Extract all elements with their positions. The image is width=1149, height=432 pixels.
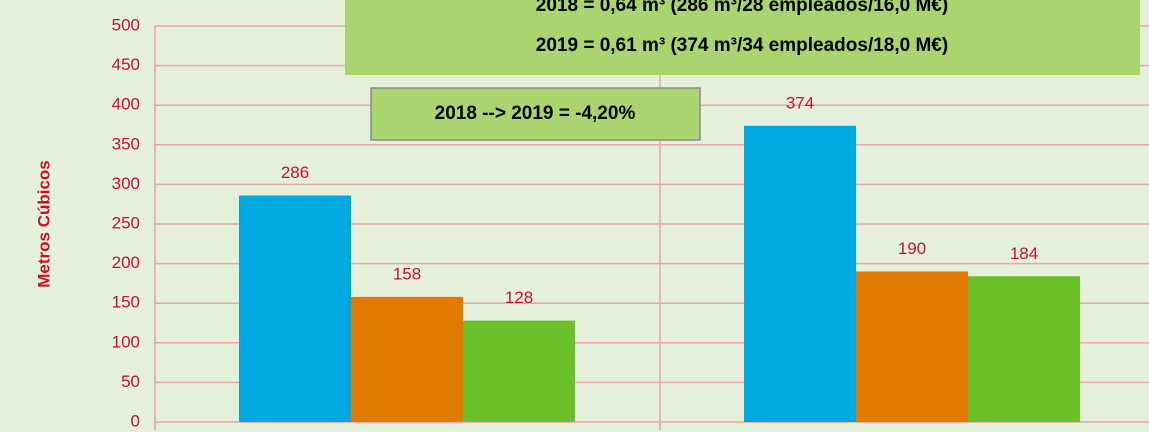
annotation: 2018 = 0,64 m³ (286 m³/28 empleados/16,0… <box>536 0 948 16</box>
value-label: 128 <box>505 288 533 307</box>
y-tick-label: 450 <box>112 55 140 74</box>
y-tick-label: 250 <box>112 213 140 232</box>
bar <box>856 271 968 422</box>
y-tick-label: 350 <box>112 134 140 153</box>
y-axis-label: Metros Cúbicos <box>34 160 53 288</box>
y-tick-label: 400 <box>112 95 140 114</box>
y-tick-label: 0 <box>131 411 140 430</box>
value-label: 374 <box>786 93 814 112</box>
y-tick-label: 150 <box>112 293 140 312</box>
annotation-box <box>345 0 1140 75</box>
y-tick-label: 100 <box>112 332 140 351</box>
y-tick-label: 500 <box>112 15 140 34</box>
y-tick-label: 200 <box>112 253 140 272</box>
y-tick-label: 50 <box>121 372 140 391</box>
value-label: 184 <box>1010 244 1038 263</box>
annotation-box <box>370 87 701 141</box>
y-tick-label: 300 <box>112 174 140 193</box>
bar <box>744 125 856 423</box>
value-label: 286 <box>281 163 309 182</box>
annotation: 2019 = 0,61 m³ (374 m³/34 empleados/18,0… <box>536 35 948 56</box>
bar <box>968 276 1080 422</box>
annotation: 2018 --> 2019 = -4,20% <box>435 103 636 124</box>
value-label: 158 <box>393 264 421 283</box>
bar <box>463 320 575 422</box>
bar <box>351 296 463 422</box>
bar <box>239 195 351 422</box>
value-label: 190 <box>898 239 926 258</box>
